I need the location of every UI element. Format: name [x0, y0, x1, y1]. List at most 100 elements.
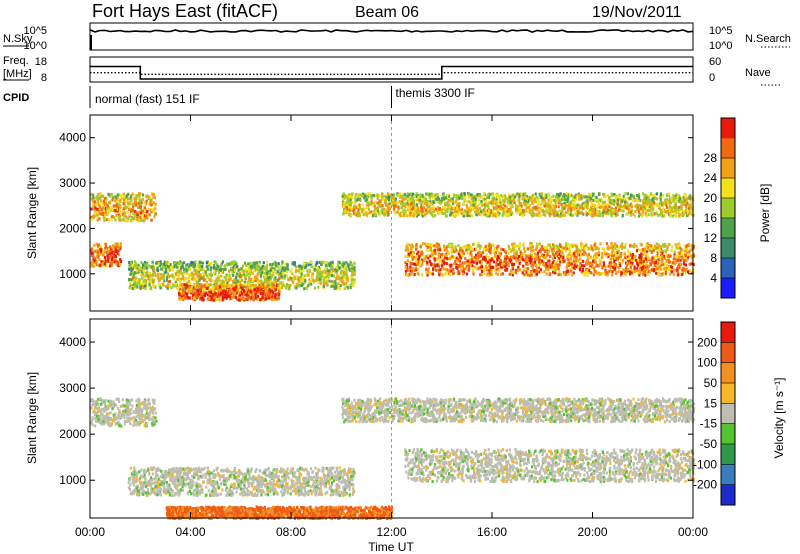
echo-cell	[182, 293, 185, 297]
echo-cell	[353, 273, 356, 276]
echo-cell	[166, 278, 169, 282]
echo-cell	[458, 202, 461, 206]
echo-cell	[447, 199, 450, 202]
echo-cell	[351, 200, 354, 204]
echo-cell	[599, 205, 602, 209]
echo-cell	[649, 203, 652, 207]
echo-cell	[119, 260, 123, 264]
echo-cell	[438, 207, 441, 211]
echo-cell	[90, 193, 93, 197]
echo-cell	[213, 264, 216, 267]
echo-cell	[385, 197, 388, 201]
echo-cell	[138, 197, 141, 201]
echo-cell	[130, 269, 133, 273]
echo-cell	[309, 269, 312, 273]
echo-cell	[467, 195, 470, 199]
echo-cell	[119, 247, 122, 251]
echo-cell	[346, 200, 349, 204]
echo-cell	[202, 278, 205, 282]
echo-cell	[262, 281, 266, 285]
echo-cell	[91, 259, 94, 263]
echo-cell	[572, 259, 575, 263]
echo-cell	[478, 202, 481, 206]
echo-cell	[202, 274, 205, 278]
echo-cell	[554, 210, 557, 213]
echo-cell	[543, 198, 546, 201]
echo-cell	[235, 274, 238, 278]
echo-cell	[592, 213, 595, 217]
echo-cell	[472, 197, 475, 201]
echo-cell	[195, 292, 198, 296]
echo-cell	[465, 248, 468, 252]
echo-cell	[491, 199, 494, 203]
echo-cell	[444, 196, 447, 200]
echo-cell	[116, 193, 119, 197]
echo-cell	[672, 206, 675, 210]
echo-cell	[570, 208, 573, 212]
echo-cell	[639, 271, 642, 275]
echo-cell	[686, 201, 689, 205]
echo-cell	[269, 275, 272, 279]
echo-cell	[483, 269, 486, 272]
echo-cell	[377, 205, 380, 209]
echo-cell	[668, 208, 671, 212]
echo-cell	[455, 197, 458, 201]
echo-cell	[149, 274, 152, 278]
echo-cell	[93, 206, 96, 210]
echo-cell	[682, 209, 685, 213]
echo-cell	[458, 196, 461, 200]
echo-cell	[188, 296, 191, 300]
echo-cell	[113, 216, 116, 220]
echo-cell	[157, 273, 160, 277]
echo-cell	[669, 196, 672, 200]
echo-cell	[486, 204, 490, 208]
echo-cell	[465, 204, 468, 207]
echo-cell	[565, 264, 568, 268]
echo-cell	[277, 278, 280, 282]
echo-cell	[588, 194, 591, 198]
echo-cell	[542, 201, 545, 205]
echo-cell	[113, 253, 116, 257]
echo-cell	[144, 209, 147, 213]
echo-cell	[546, 210, 549, 214]
echo-cell	[558, 245, 561, 249]
echo-cell	[216, 263, 219, 267]
echo-cell	[535, 206, 538, 209]
echo-cell	[554, 195, 558, 199]
echo-cell	[393, 193, 396, 197]
echo-cell	[532, 211, 535, 215]
echo-cell	[141, 197, 144, 201]
echo-cell	[401, 194, 404, 198]
echo-cell	[639, 259, 643, 263]
echo-cell	[508, 193, 511, 197]
echo-cell	[647, 198, 650, 201]
echo-cell	[421, 195, 424, 199]
echo-cell	[648, 199, 651, 202]
echo-cell	[414, 204, 417, 208]
echo-cell	[591, 192, 594, 196]
echo-cell	[414, 208, 417, 212]
echo-cell	[457, 210, 460, 214]
echo-cell	[440, 248, 443, 252]
echo-cell	[577, 210, 580, 214]
echo-cell	[262, 261, 265, 265]
noise-frame	[89, 22, 694, 51]
echo-cell	[534, 200, 537, 204]
echo-cell	[560, 203, 563, 206]
echo-cell	[335, 284, 338, 288]
echo-cell	[635, 244, 638, 248]
cpid-segment-themis: themis 3300 IF	[396, 86, 475, 100]
echo-cell	[172, 283, 175, 287]
echo-cell	[111, 214, 115, 218]
echo-cell	[672, 199, 675, 203]
echo-cell	[644, 254, 648, 258]
echo-cell	[522, 247, 526, 251]
echo-cell	[131, 192, 134, 196]
echo-cell	[656, 204, 659, 208]
echo-cell	[664, 244, 667, 248]
echo-cell	[200, 283, 203, 287]
echo-cell	[158, 278, 161, 282]
echo-cell	[661, 249, 664, 253]
echo-cell	[348, 212, 351, 216]
echo-cell	[553, 256, 557, 259]
